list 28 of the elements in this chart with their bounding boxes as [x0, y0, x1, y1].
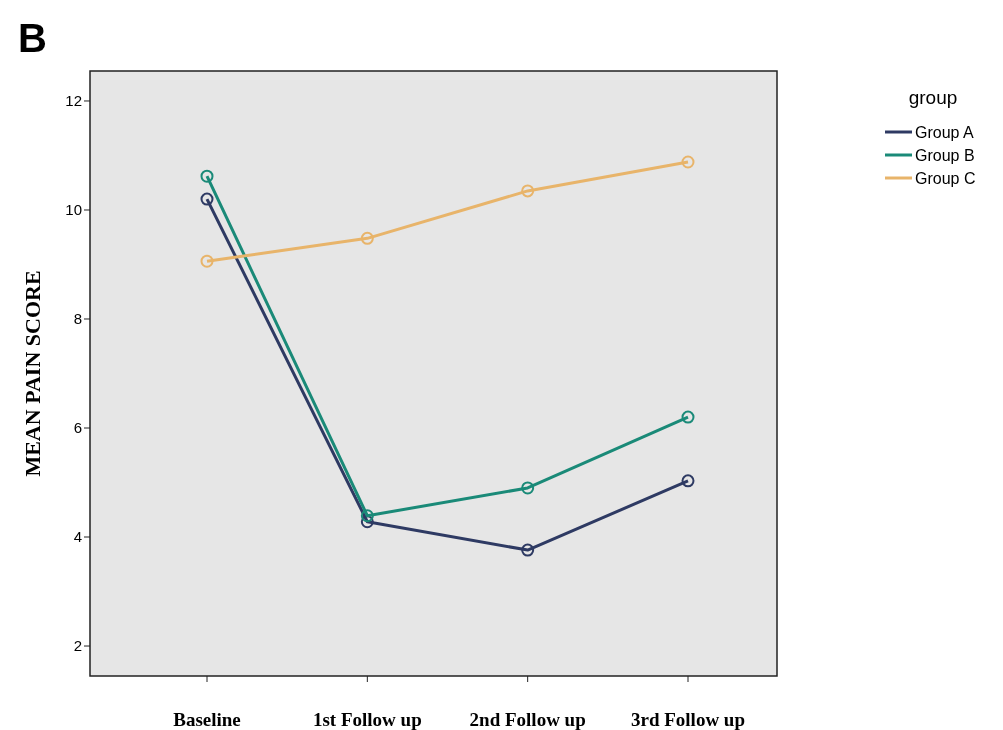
x-tick-label: Baseline [173, 709, 241, 730]
legend-label: Group A [915, 123, 975, 141]
point [681, 410, 695, 424]
point [681, 474, 695, 488]
point [200, 192, 214, 206]
y-tick-label: 4 [73, 528, 82, 546]
point [360, 509, 374, 523]
y-tick-label: 10 [65, 201, 82, 219]
point [521, 543, 535, 557]
legend-title: group [908, 87, 958, 108]
legend-label: Group C [915, 169, 976, 187]
y-tick-label: 12 [65, 92, 82, 110]
point [360, 515, 374, 529]
y-tick-label: 8 [73, 310, 82, 328]
point [521, 184, 535, 198]
text: B [18, 16, 47, 60]
point [360, 231, 374, 245]
x-tick-label: 2nd Follow up [469, 709, 586, 730]
y-axis-title: MEAN PAIN SCORE [20, 270, 45, 477]
x-tick-label: 3rd Follow up [630, 709, 746, 730]
point [521, 481, 535, 495]
point [200, 169, 214, 183]
x-tick-label: 1st Follow up [312, 709, 422, 730]
y-tick-label: 6 [73, 419, 82, 437]
y-tick-label: 2 [73, 637, 82, 655]
point [681, 155, 695, 169]
point [200, 254, 214, 268]
legend-label: Group B [915, 146, 975, 164]
